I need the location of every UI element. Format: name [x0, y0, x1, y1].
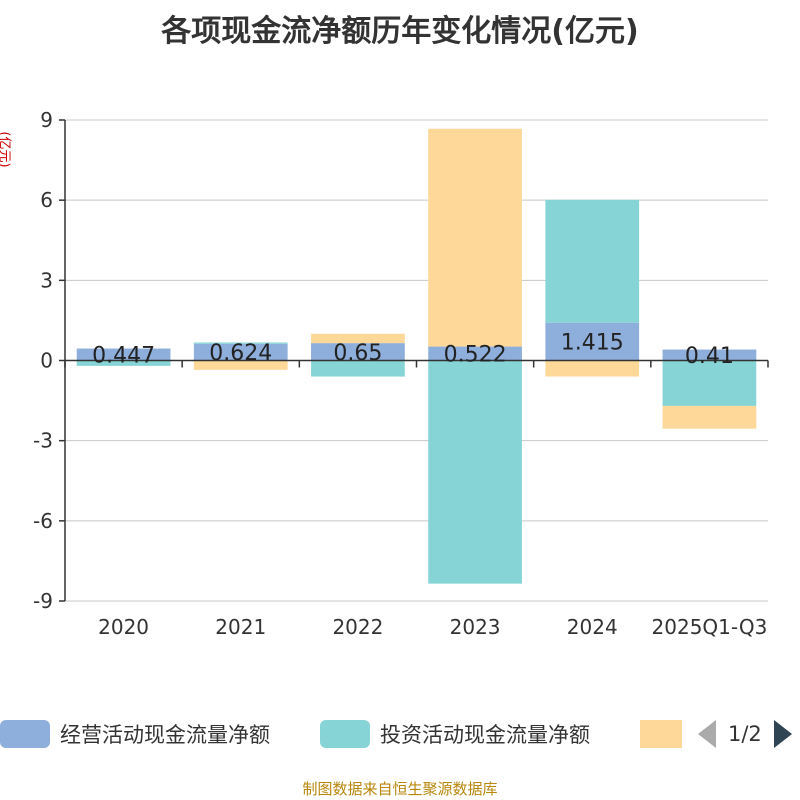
bar-series0-2024: [545, 322, 640, 361]
x-tick-label: 2023: [450, 615, 501, 639]
bar-series2-2021: [193, 360, 288, 370]
data-labels: 0.447 0.624 0.65 0.522 1.415 0.41: [92, 331, 734, 369]
bar-series1-2024: [545, 199, 640, 323]
data-label: 0.65: [333, 341, 382, 366]
y-tick-label: -6: [33, 509, 53, 533]
data-label: 0.41: [685, 344, 734, 369]
y-tick-label: -9: [33, 589, 53, 613]
bar-series0-2025Q1-Q3: [662, 349, 757, 361]
y-tick-label: 0: [40, 349, 53, 373]
legend-pager: 1/2: [698, 716, 792, 752]
bar-series1-2020: [76, 360, 171, 366]
x-tick-label: 2020: [98, 615, 149, 639]
legend-label-investing: 投资活动现金流量净额: [380, 723, 590, 747]
bar-series0-2022: [311, 343, 405, 361]
bar-series0-2021: [193, 343, 288, 361]
x-tick-label: 2025Q1-Q3: [652, 615, 768, 639]
bar-series2-2022: [311, 333, 405, 344]
chart-title: 各项现金流净额历年变化情况(亿元): [161, 14, 639, 49]
x-tick-label: 2022: [332, 615, 383, 639]
source-note: 制图数据来自恒生聚源数据库: [302, 780, 498, 798]
legend-item-operating[interactable]: 经营活动现金流量净额: [0, 716, 270, 752]
legend-swatch-financing: [640, 720, 682, 748]
legend: 经营活动现金流量净额 投资活动现金流量净额: [0, 716, 800, 752]
legend-item-financing[interactable]: [640, 716, 692, 752]
bar-series1-2025Q1-Q3: [662, 360, 757, 406]
legend-swatch-investing: [320, 720, 370, 748]
bar-series2-2025Q1-Q3: [662, 405, 757, 429]
bar-series1-2021: [193, 342, 288, 344]
data-label: 0.447: [92, 344, 155, 369]
bar-series1-2022: [311, 360, 405, 377]
x-tick-label: 2021: [215, 615, 266, 639]
bar-series2-2024: [545, 360, 640, 377]
legend-label-operating: 经营活动现金流量净额: [60, 723, 270, 747]
y-tick-label: -3: [33, 429, 53, 453]
data-label: 0.522: [444, 343, 507, 368]
pager-text: 1/2: [728, 722, 762, 746]
bars: [76, 128, 757, 584]
pager-next-icon[interactable]: [773, 720, 792, 748]
bar-series2-2023: [428, 128, 522, 347]
y-tick-label: 6: [40, 188, 53, 212]
bar-series0-2020: [76, 348, 171, 361]
x-tick-label: 2024: [567, 615, 618, 639]
data-label: 1.415: [561, 331, 624, 356]
legend-swatch-operating: [0, 720, 50, 748]
bar-series1-2023: [428, 360, 522, 584]
y-tick-label: 3: [40, 268, 53, 292]
legend-item-investing[interactable]: 投资活动现金流量净额: [320, 716, 590, 752]
data-label: 0.624: [209, 341, 272, 366]
bar-series0-2023: [428, 346, 522, 361]
pager-prev-icon[interactable]: [698, 720, 716, 748]
axes: 9 6 3 0 -3 -6 -9 2020 2021 2022 2023 2024 2025Q1-Q3: [33, 108, 769, 639]
y-tick-label: 9: [40, 108, 53, 132]
